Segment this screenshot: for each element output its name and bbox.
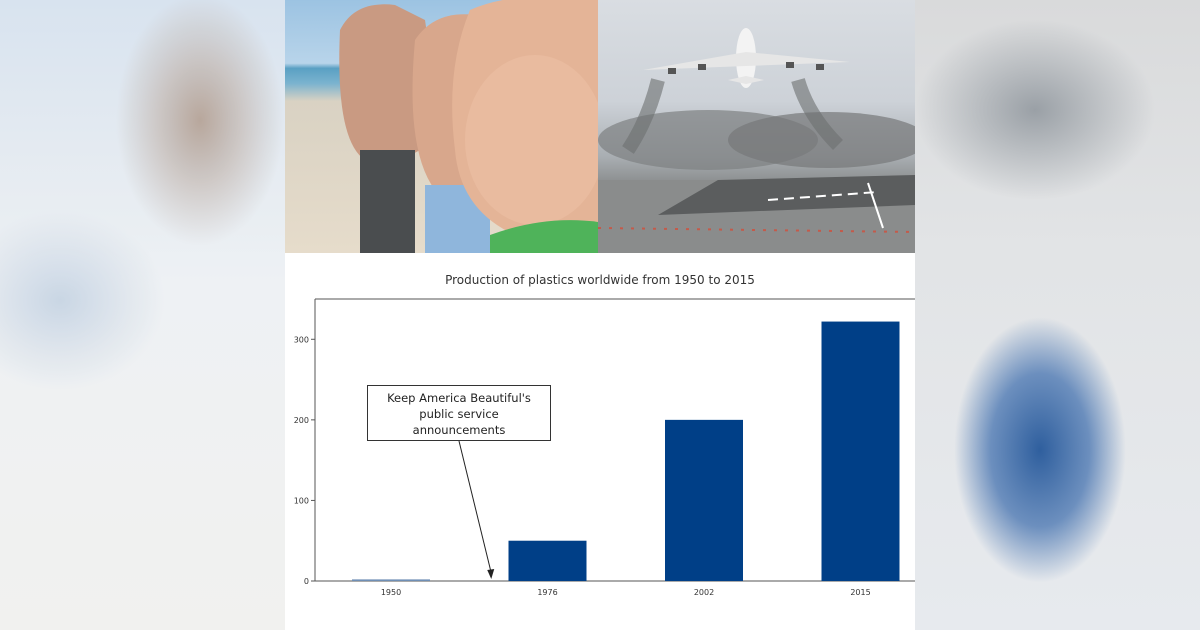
y-tick-label-200: 200 bbox=[294, 416, 309, 425]
airplane-photo-drawing bbox=[598, 28, 915, 253]
chart-svg: 0 100 200 300 1950 1976 2002 2015 bbox=[294, 298, 915, 597]
y-tick-label-300: 300 bbox=[294, 335, 309, 344]
x-tick-label-1950: 1950 bbox=[381, 588, 401, 597]
belly-photo bbox=[285, 0, 598, 253]
annotation-line-2: public service bbox=[419, 407, 499, 421]
x-tick-label-1976: 1976 bbox=[537, 588, 557, 597]
annotation-box: Keep America Beautiful's public service … bbox=[367, 385, 551, 441]
annotation-arrowhead bbox=[487, 569, 495, 579]
y-tick-label-0: 0 bbox=[304, 577, 309, 586]
airplane-takeoff-photo bbox=[598, 0, 915, 253]
belly-photo-drawing bbox=[339, 0, 598, 253]
chart-title: Production of plastics worldwide from 19… bbox=[445, 273, 755, 287]
x-tick-label-2015: 2015 bbox=[850, 588, 870, 597]
blurred-background-left bbox=[0, 0, 285, 630]
annotation-line-3: announcements bbox=[412, 423, 506, 437]
bar-1976 bbox=[508, 540, 587, 581]
plastics-bar-chart: Production of plastics worldwide from 19… bbox=[285, 253, 915, 630]
bar-2015 bbox=[821, 321, 900, 581]
meme-panel: Production of plastics worldwide from 19… bbox=[285, 0, 915, 630]
bar-2002 bbox=[665, 419, 743, 581]
annotation-arrow bbox=[458, 440, 492, 574]
bar-1950 bbox=[352, 579, 430, 581]
blurred-background-right bbox=[915, 0, 1200, 630]
x-tick-label-2002: 2002 bbox=[694, 588, 714, 597]
annotation-line-1: Keep America Beautiful's bbox=[387, 391, 531, 405]
y-tick-label-100: 100 bbox=[294, 496, 309, 505]
